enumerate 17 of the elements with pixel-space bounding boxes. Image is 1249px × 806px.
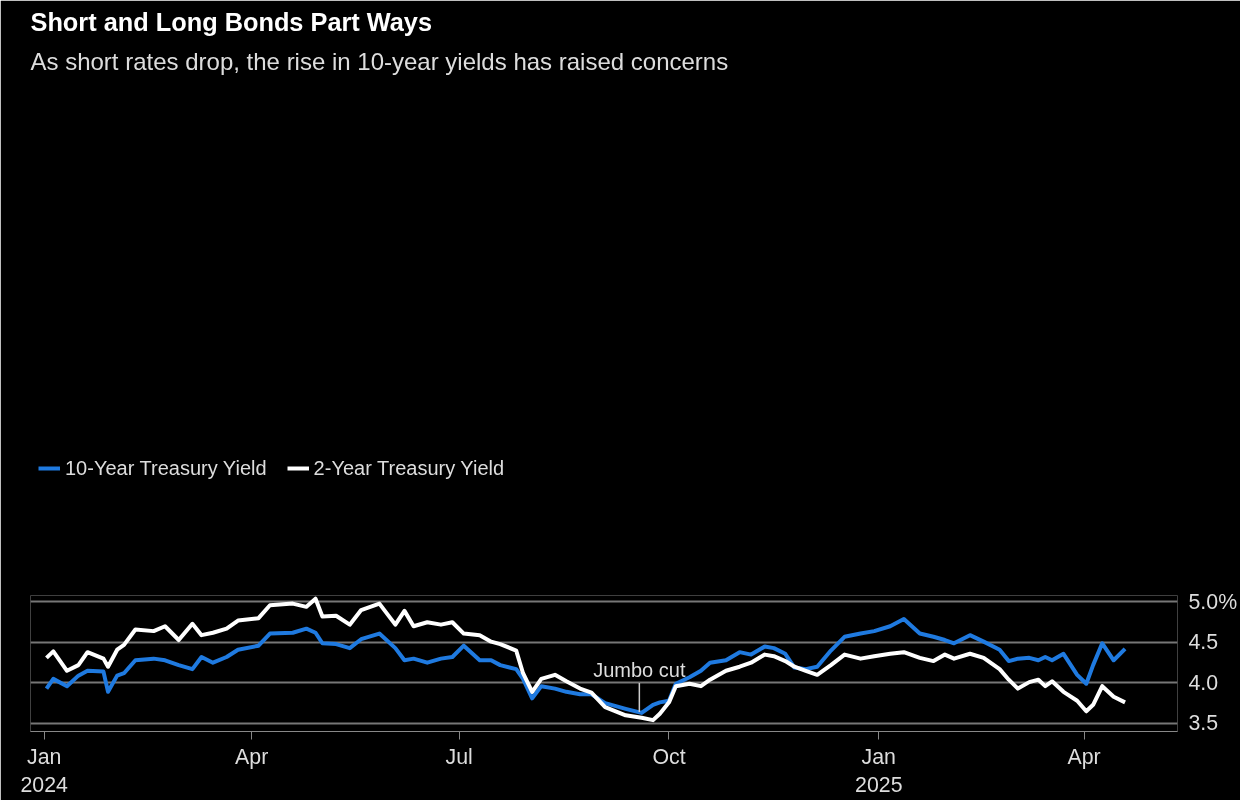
x-tick-label: Jul — [445, 744, 473, 769]
chart-title: Short and Long Bonds Part Ways — [30, 7, 433, 36]
x-tick-label: Jan 2024 — [20, 744, 69, 798]
y-tick-label: 4.0 — [1188, 670, 1219, 695]
y-tick-label: 5.0% — [1188, 589, 1238, 614]
x-tick-label: Apr — [1067, 744, 1101, 769]
x-tick-label: Oct — [652, 744, 686, 769]
legend-label: 10-Year Treasury Yield — [65, 456, 267, 480]
chart-subtitle: As short rates drop, the rise in 10-year yields has raised concerns — [30, 47, 729, 75]
x-tick-label: Jan 2025 — [855, 744, 903, 798]
y-tick-label: 3.5 — [1188, 711, 1219, 736]
annotation: Jumbo cut — [593, 659, 686, 682]
y-tick-label: 4.5 — [1188, 630, 1219, 655]
line-series — [44, 616, 1128, 715]
line-series — [44, 596, 1128, 723]
x-tick-label: Apr — [235, 744, 269, 769]
legend-label: 2-Year Treasury Yield — [313, 456, 505, 480]
